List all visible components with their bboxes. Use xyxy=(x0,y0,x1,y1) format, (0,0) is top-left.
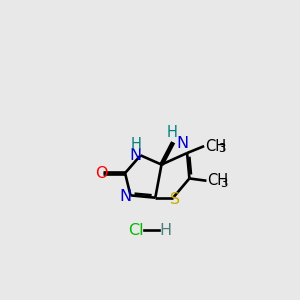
Text: H: H xyxy=(159,223,171,238)
Text: H: H xyxy=(130,137,141,152)
Text: 3: 3 xyxy=(218,142,226,155)
Text: H: H xyxy=(166,125,177,140)
Text: CH: CH xyxy=(205,139,226,154)
Text: CH: CH xyxy=(207,173,228,188)
Text: 3: 3 xyxy=(220,177,228,190)
Text: S: S xyxy=(169,192,180,207)
Text: N: N xyxy=(130,148,142,163)
Text: Cl: Cl xyxy=(128,223,144,238)
Text: N: N xyxy=(120,189,132,204)
Text: O: O xyxy=(96,166,108,181)
Text: N: N xyxy=(176,136,188,151)
